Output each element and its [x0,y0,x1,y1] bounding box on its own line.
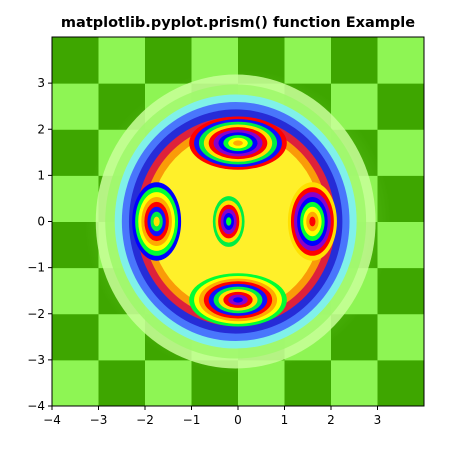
checker-cell [52,129,99,176]
y-axis: −4 −3 −2 −1 0 1 2 3 [27,76,52,413]
checker-cell [424,37,456,84]
y-tick-label: −2 [27,307,45,321]
plot-area [52,0,456,407]
checker-cell [145,359,192,406]
x-tick-label: −3 [90,413,108,427]
checker-cell [331,37,378,84]
checker-cell [424,222,456,269]
x-tick-label: 1 [281,413,289,427]
checker-cell [52,37,99,84]
ring-left [153,216,160,227]
y-tick-label: 2 [37,122,45,136]
checker-cell [424,175,456,222]
checker-cell [52,267,99,315]
checker-cell [98,37,146,84]
checker-cell [377,313,424,361]
checker-cell [424,314,456,361]
y-tick-label: −3 [27,353,45,367]
checker-cell [377,267,424,315]
checker-cell [284,359,332,406]
checker-cell [377,359,424,406]
checker-cell [284,37,332,84]
ring-right [309,216,316,227]
y-tick-label: 0 [37,215,45,229]
checker-cell [424,268,456,315]
ring-top [233,140,243,146]
x-tick-label: −4 [43,413,61,427]
ring-center [226,217,232,226]
colormap-rings [95,74,376,369]
checker-cell [424,0,456,38]
checker-cell [52,83,99,130]
checker-cell [424,129,456,176]
x-tick-label: −1 [183,413,201,427]
x-tick-label: −2 [136,413,154,427]
checker-cell [377,83,424,130]
x-axis: −4 −3 −2 −1 0 1 2 3 [43,406,381,427]
checker-cell [52,359,99,406]
checker-cell [145,37,192,84]
checker-cell [424,360,456,407]
y-tick-label: 1 [37,168,45,182]
checker-cell [377,129,424,176]
checker-cell [377,37,424,84]
checker-cell [424,83,456,130]
y-tick-label: −4 [27,399,45,413]
checker-cell [98,359,146,406]
ring-bottom [233,297,243,303]
checker-cell [52,313,99,361]
y-tick-label: −1 [27,261,45,275]
checker-cell [331,359,378,406]
chart-title: matplotlib.pyplot.prism() function Examp… [61,15,415,31]
x-tick-label: 0 [234,413,242,427]
x-tick-label: 3 [374,413,382,427]
y-tick-label: 3 [37,76,45,90]
x-tick-label: 2 [327,413,335,427]
